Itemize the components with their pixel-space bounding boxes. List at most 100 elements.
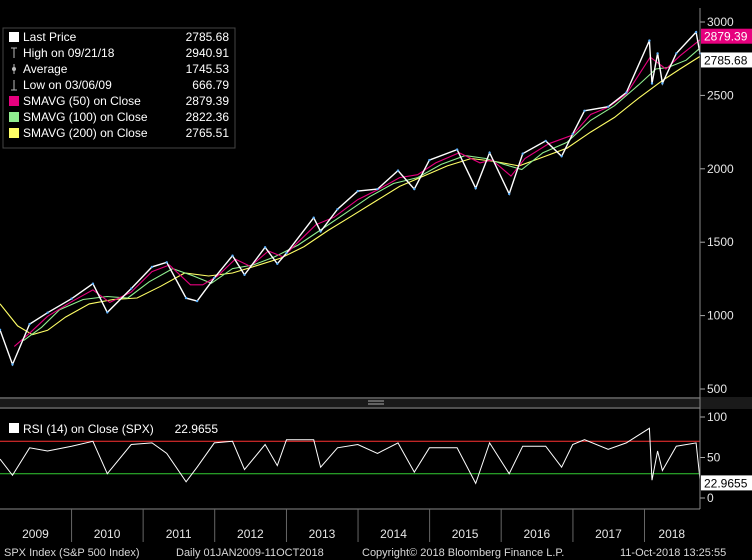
legend-label: Last Price: [23, 30, 77, 44]
legend-swatch: [9, 112, 19, 122]
price-point: [428, 158, 431, 162]
legend-value: 666.79: [192, 78, 229, 92]
last-value-tag-label: 2785.68: [704, 53, 748, 67]
series-line-smavg-200-: [0, 55, 701, 336]
price-point: [396, 169, 400, 172]
last-value-tag-label: 2879.39: [704, 30, 748, 44]
price-point: [106, 311, 109, 314]
series-line-smavg-100-: [23, 47, 701, 342]
rsi-value-tag-label: 22.9655: [704, 476, 748, 490]
legend-value: 2879.39: [186, 94, 230, 108]
price-point: [607, 105, 610, 108]
rsi-line: [0, 427, 701, 485]
rsi-y-tick-label: 0: [707, 491, 714, 505]
price-point: [46, 311, 49, 314]
price-point: [650, 82, 654, 85]
x-tick-label: 2014: [380, 527, 407, 541]
legend-label: SMAVG (50) on Close: [23, 94, 141, 108]
legend-value: 2785.68: [186, 30, 230, 44]
price-point: [213, 276, 216, 280]
y-tick-label: 2000: [707, 162, 734, 176]
price-point: [625, 91, 628, 94]
price-point: [455, 148, 459, 151]
price-point: [28, 322, 31, 326]
price-point: [656, 52, 659, 55]
price-point: [285, 251, 288, 255]
price-point: [231, 254, 234, 257]
x-tick-label: 2010: [94, 527, 121, 541]
legend-label: Average: [23, 62, 68, 76]
price-point: [263, 246, 267, 249]
price-point: [356, 189, 359, 193]
price-point: [11, 363, 14, 366]
x-tick-label: 2018: [658, 527, 685, 541]
legend-value: 2765.51: [186, 126, 230, 140]
price-point: [165, 261, 168, 264]
last-value-tag: [701, 52, 752, 68]
rsi-legend: RSI (14) on Close (SPX) 22.9655: [0, 418, 222, 436]
x-tick-label: 2017: [595, 527, 622, 541]
footer-copyright: Copyright© 2018 Bloomberg Finance L.P.: [362, 547, 564, 559]
price-legend: Last Price 2785.68 High on 09/21/18 2940.91…: [2, 27, 236, 149]
last-value-tag: [701, 28, 752, 44]
price-panel: 500 1000 1500 2000 2500 3000 Last Price 2785.6…: [0, 15, 752, 396]
price-point: [184, 296, 188, 300]
legend-swatch: [9, 423, 19, 433]
price-point: [661, 82, 664, 85]
footer: SPX Index (S&P 500 Index) Daily 01JAN200…: [0, 543, 752, 560]
footer-period: Daily 01JAN2009-11OCT2018: [176, 547, 324, 559]
rsi-legend-label: RSI (14) on Close (SPX): [23, 422, 154, 436]
x-tick-label: 2016: [524, 527, 551, 541]
legend-label: Low on 03/06/09: [23, 78, 112, 92]
price-point: [521, 152, 524, 155]
price-point: [694, 30, 698, 34]
y-tick-label: 500: [707, 382, 727, 396]
x-tick-label: 2013: [309, 527, 336, 541]
legend-value: 1745.53: [186, 62, 230, 76]
y-tick-label: 1500: [707, 235, 734, 249]
price-y-axis: 500 1000 1500 2000 2500 3000: [700, 15, 734, 396]
price-point: [91, 282, 95, 285]
legend-label: SMAVG (100) on Close: [23, 110, 148, 124]
price-point: [195, 299, 199, 303]
panel-divider[interactable]: [0, 397, 752, 409]
legend-swatch: [9, 128, 19, 138]
rsi-y-axis: 0 50 100: [700, 410, 727, 505]
price-point: [413, 187, 416, 191]
y-tick-label: 1000: [707, 309, 734, 323]
y-tick-label: 2500: [707, 88, 734, 102]
price-point: [376, 187, 379, 191]
price-point: [312, 216, 315, 219]
price-point: [336, 208, 339, 211]
rsi-y-tick-label: 50: [707, 451, 721, 465]
legend-label: SMAVG (200) on Close: [23, 126, 148, 140]
price-point: [675, 52, 678, 55]
x-tick-label: 2009: [22, 527, 49, 541]
price-point: [560, 155, 563, 158]
legend-swatch: [9, 32, 19, 42]
price-point: [508, 192, 511, 196]
rsi-y-tick-label: 100: [707, 410, 727, 424]
price-point: [130, 287, 133, 290]
date-x-axis: 2009 2010 2011 2012 2013 2014 2015 2016 2017 2018: [0, 508, 700, 542]
legend-swatch: [9, 96, 19, 106]
price-point: [319, 230, 322, 233]
price-point: [474, 187, 477, 190]
footer-security: SPX Index (S&P 500 Index): [4, 547, 140, 559]
x-tick-label: 2011: [166, 527, 192, 541]
y-tick-label: 3000: [707, 15, 734, 29]
rsi-value-tag: [701, 475, 752, 491]
price-point: [0, 328, 2, 331]
price-point: [70, 297, 73, 300]
price-point: [571, 132, 574, 136]
price-point: [583, 109, 586, 113]
series-line-last-price: [0, 30, 701, 367]
price-point: [243, 273, 246, 276]
price-point: [544, 139, 547, 143]
x-tick-label: 2012: [237, 527, 264, 541]
price-point: [488, 151, 491, 154]
x-tick-label: 2015: [452, 527, 479, 541]
footer-timestamp: 11-Oct-2018 13:25:55: [620, 547, 726, 559]
series-line-smavg-50-: [13, 39, 701, 347]
